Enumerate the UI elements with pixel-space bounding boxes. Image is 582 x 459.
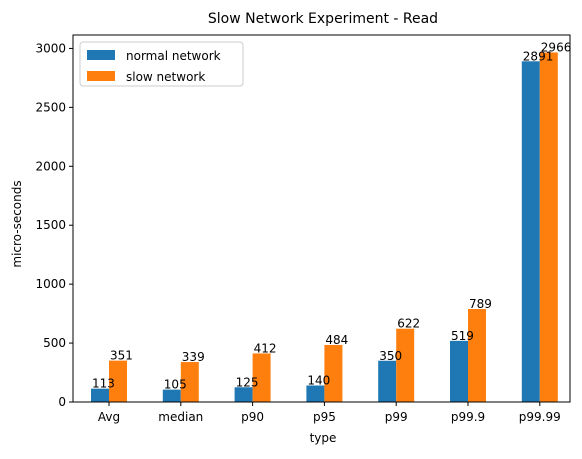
y-tick-label-1: 500: [43, 336, 66, 350]
bar-slow-network-p95: [324, 344, 343, 402]
data-label-normal-network-Avg: 113: [92, 377, 115, 391]
bar-normal-network-p90: [234, 387, 253, 402]
bar-slow-network-p99.99: [539, 52, 558, 403]
legend: normal network slow network: [79, 41, 244, 87]
data-label-slow-network-p90: 412: [254, 341, 277, 355]
data-label-group: 113 351 105 339 125 412 140 484 350 622 519 789 2891…: [92, 40, 571, 391]
x-tick-label-p90: p90: [241, 410, 264, 424]
data-label-normal-network-p99: 350: [379, 349, 402, 363]
y-tick-label-4: 2000: [35, 159, 66, 173]
x-tick-label-Avg: Avg: [98, 410, 120, 424]
bar-slow-network-Avg: [109, 360, 127, 402]
legend-label-slow-network: slow network: [126, 70, 205, 84]
x-tick-label-median: median: [158, 410, 203, 424]
bar-slow-network-p99.9: [468, 309, 486, 402]
legend-swatch-normal-network: [87, 50, 115, 60]
bar-normal-network-p99.9: [450, 340, 468, 402]
plot-frame: [72, 34, 571, 403]
data-label-slow-network-p95: 484: [325, 333, 348, 347]
y-axis-label: micro-seconds: [10, 180, 24, 267]
data-label-slow-network-Avg: 351: [110, 349, 133, 363]
data-label-normal-network-p99.99: 2891: [523, 49, 554, 63]
data-label-slow-network-p99: 622: [397, 317, 420, 331]
data-label-slow-network-median: 339: [182, 350, 205, 364]
data-label-normal-network-p90: 125: [236, 375, 259, 389]
data-label-slow-network-p99.9: 789: [469, 297, 492, 311]
bar-normal-network-p99: [378, 360, 397, 402]
y-tick-label-6: 3000: [35, 41, 66, 55]
bar-slow-network-median: [180, 362, 199, 402]
bar-normal-network-median: [162, 389, 181, 402]
y-tick-label-3: 1500: [35, 218, 66, 232]
bar-normal-network-Avg: [91, 388, 109, 402]
legend-swatch-slow-network: [87, 71, 115, 81]
x-axis: Avg median p90 p95 p99 p99.9 p99.99: [98, 402, 561, 424]
x-tick-label-p99: p99: [385, 410, 408, 424]
bar-slow-network-p90: [252, 353, 271, 402]
x-axis-label: type: [310, 431, 337, 445]
y-tick-label-5: 2500: [35, 100, 66, 114]
data-label-normal-network-p95: 140: [307, 374, 330, 388]
y-tick-label-0: 0: [58, 395, 66, 409]
legend-label-normal-network: normal network: [126, 49, 221, 63]
x-tick-label-p99.99: p99.99: [519, 410, 561, 424]
bar-slow-network-p99: [396, 328, 415, 402]
legend-box: [79, 41, 244, 87]
bar-normal-network-p99.99: [521, 61, 540, 403]
y-axis: 0 500 1000 1500 2000 2500 3000: [35, 41, 73, 409]
x-tick-label-p95: p95: [313, 410, 336, 424]
data-label-slow-network-p99.99: 2966: [541, 40, 572, 54]
data-label-normal-network-median: 105: [164, 378, 187, 392]
data-label-normal-network-p99.9: 519: [451, 329, 474, 343]
chart-title: Slow Network Experiment - Read: [208, 11, 438, 27]
x-tick-label-p99.9: p99.9: [451, 410, 485, 424]
bar-series-group: [91, 52, 558, 403]
bar-normal-network-p95: [306, 385, 325, 402]
y-tick-label-2: 1000: [35, 277, 66, 291]
